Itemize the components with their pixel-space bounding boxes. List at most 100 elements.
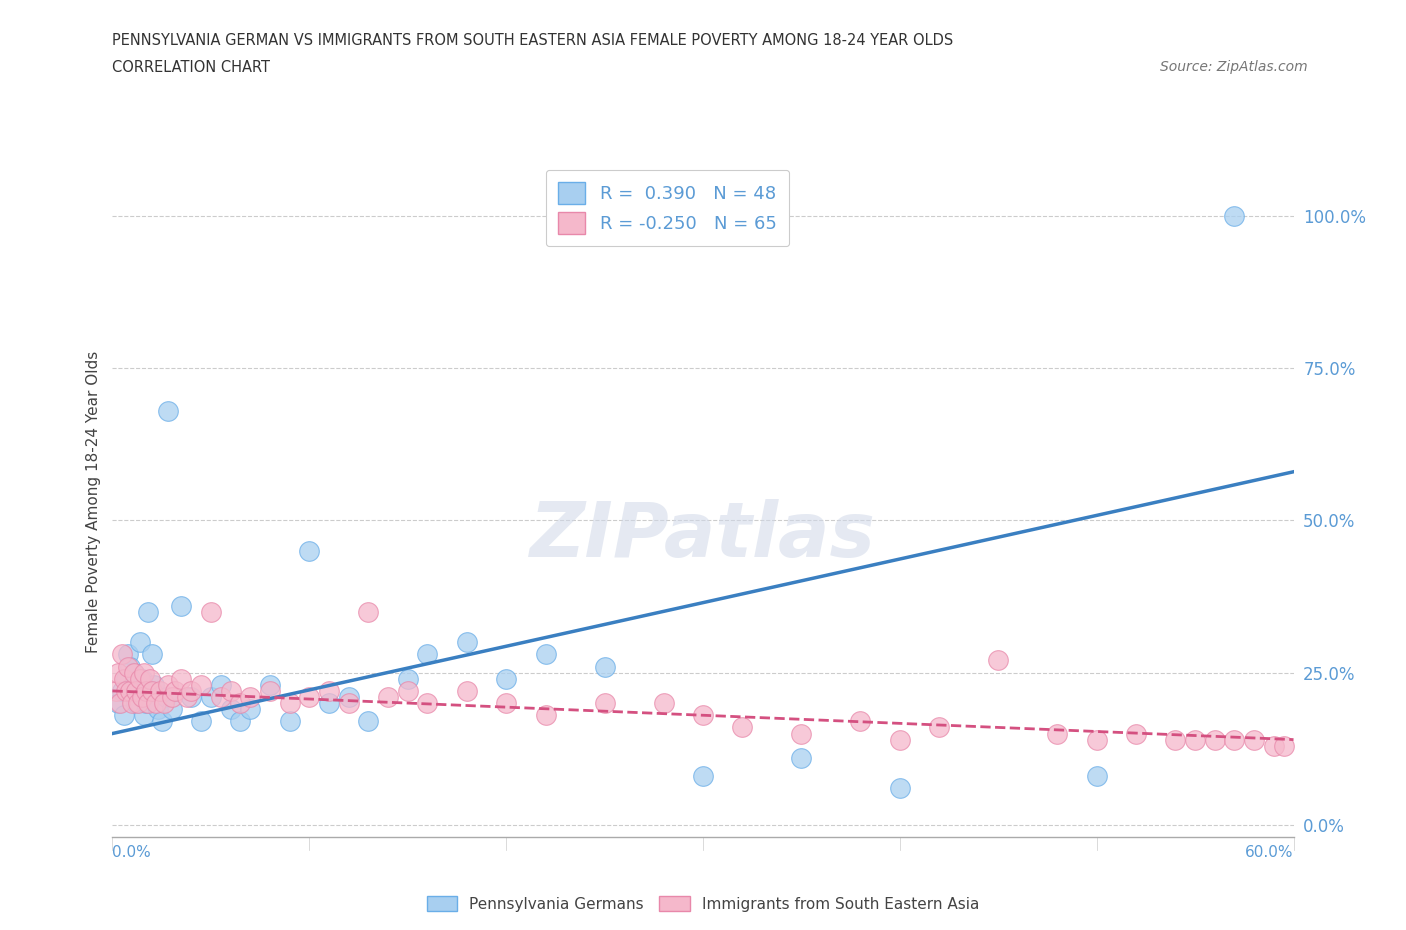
Point <box>239 689 262 704</box>
Y-axis label: Female Poverty Among 18-24 Year Olds: Female Poverty Among 18-24 Year Olds <box>86 352 101 654</box>
Point <box>1085 732 1108 747</box>
Point <box>1263 738 1285 753</box>
Point <box>121 684 143 698</box>
Point <box>790 726 813 741</box>
Point <box>107 696 129 711</box>
Point <box>105 684 128 698</box>
Point <box>357 714 380 729</box>
Point <box>1125 726 1147 741</box>
Point <box>127 684 149 698</box>
Point <box>534 708 557 723</box>
Point <box>122 665 145 680</box>
Point <box>229 714 252 729</box>
Point <box>396 671 419 686</box>
Point <box>229 696 252 711</box>
Point <box>125 696 148 711</box>
Point <box>377 689 399 704</box>
Point <box>337 689 360 704</box>
Point <box>209 677 232 692</box>
Point <box>357 604 380 619</box>
Point <box>132 708 155 723</box>
Point <box>239 702 262 717</box>
Point <box>160 689 183 704</box>
Point <box>120 659 142 674</box>
Point <box>190 714 212 729</box>
Point <box>889 781 911 796</box>
Point <box>200 689 222 704</box>
Point <box>987 653 1010 668</box>
Point <box>849 714 872 729</box>
Point <box>318 684 340 698</box>
Point <box>790 751 813 765</box>
Point <box>495 671 517 686</box>
Text: 0.0%: 0.0% <box>112 845 152 860</box>
Point <box>156 677 179 692</box>
Legend: R =  0.390   N = 48, R = -0.250   N = 65: R = 0.390 N = 48, R = -0.250 N = 65 <box>546 170 789 246</box>
Point <box>152 696 174 711</box>
Point <box>111 647 134 662</box>
Point <box>416 647 439 662</box>
Point <box>1164 732 1187 747</box>
Point <box>593 696 616 711</box>
Point <box>1272 738 1295 753</box>
Point <box>1204 732 1226 747</box>
Point <box>278 696 301 711</box>
Point <box>219 684 242 698</box>
Point <box>136 696 159 711</box>
Point <box>131 689 153 704</box>
Point <box>416 696 439 711</box>
Point <box>142 677 165 692</box>
Point <box>160 702 183 717</box>
Text: CORRELATION CHART: CORRELATION CHART <box>112 60 270 75</box>
Point <box>117 647 139 662</box>
Point <box>122 665 145 680</box>
Point <box>180 689 202 704</box>
Point <box>209 689 232 704</box>
Point <box>149 684 172 698</box>
Point <box>337 696 360 711</box>
Point <box>1223 732 1246 747</box>
Point <box>298 543 321 558</box>
Point <box>112 671 135 686</box>
Legend: Pennsylvania Germans, Immigrants from South Eastern Asia: Pennsylvania Germans, Immigrants from So… <box>420 889 986 918</box>
Point <box>200 604 222 619</box>
Point <box>176 689 198 704</box>
Point <box>456 635 478 650</box>
Point <box>692 708 714 723</box>
Point <box>155 689 177 704</box>
Point <box>146 702 169 717</box>
Point <box>121 696 143 711</box>
Point <box>1243 732 1265 747</box>
Point <box>396 684 419 698</box>
Point <box>456 684 478 698</box>
Point <box>129 635 152 650</box>
Point <box>165 684 187 698</box>
Point <box>731 720 754 735</box>
Point <box>131 671 153 686</box>
Point <box>928 720 950 735</box>
Point <box>1046 726 1069 741</box>
Point <box>298 689 321 704</box>
Point <box>127 696 149 711</box>
Point <box>129 671 152 686</box>
Point <box>115 671 138 686</box>
Point <box>145 696 167 711</box>
Text: PENNSYLVANIA GERMAN VS IMMIGRANTS FROM SOUTH EASTERN ASIA FEMALE POVERTY AMONG 1: PENNSYLVANIA GERMAN VS IMMIGRANTS FROM S… <box>112 33 953 47</box>
Point <box>1184 732 1206 747</box>
Point <box>111 684 134 698</box>
Point <box>136 604 159 619</box>
Point <box>593 659 616 674</box>
Point <box>1223 208 1246 223</box>
Point <box>156 404 179 418</box>
Point <box>107 665 129 680</box>
Point <box>259 684 281 698</box>
Point <box>112 708 135 723</box>
Point <box>219 702 242 717</box>
Point <box>110 696 132 711</box>
Point <box>170 671 193 686</box>
Point <box>259 677 281 692</box>
Point <box>139 684 162 698</box>
Point <box>150 714 173 729</box>
Point <box>180 684 202 698</box>
Point <box>141 647 163 662</box>
